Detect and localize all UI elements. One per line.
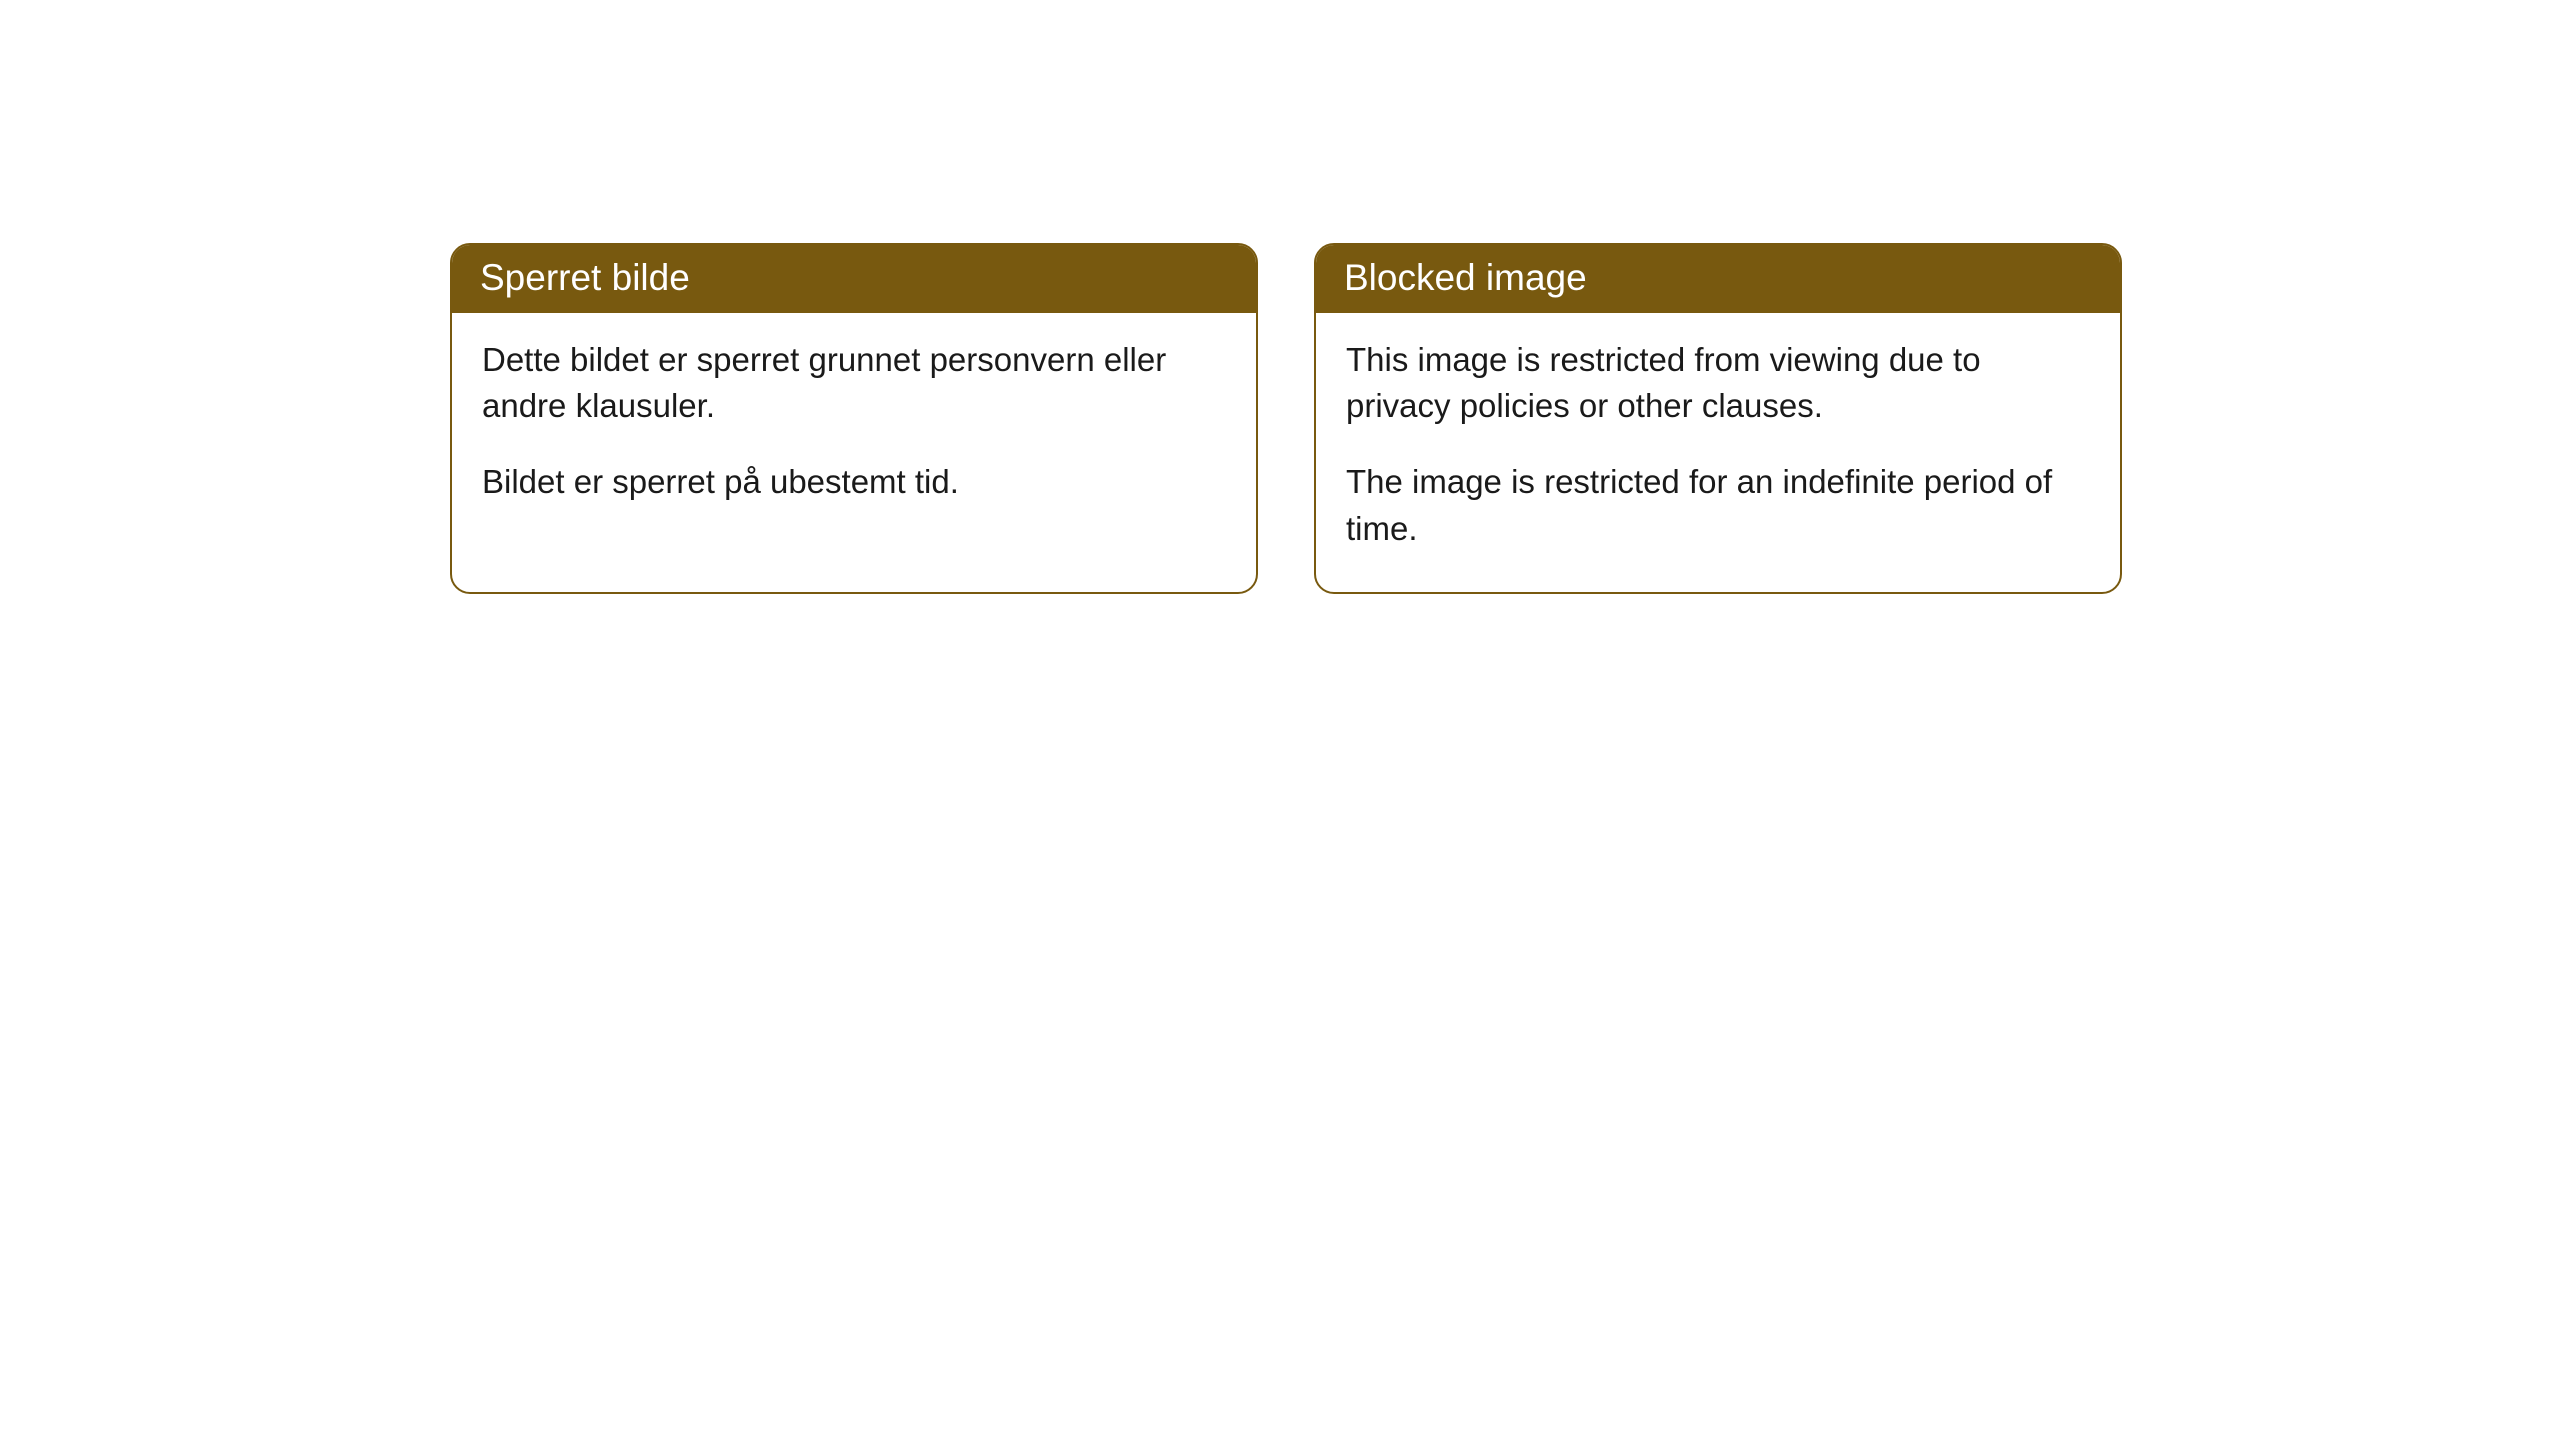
card-body: Dette bildet er sperret grunnet personve…: [452, 313, 1256, 546]
notice-paragraph: The image is restricted for an indefinit…: [1346, 459, 2090, 551]
card-header: Sperret bilde: [452, 245, 1256, 313]
card-header: Blocked image: [1316, 245, 2120, 313]
notice-card-english: Blocked image This image is restricted f…: [1314, 243, 2122, 594]
card-body: This image is restricted from viewing du…: [1316, 313, 2120, 592]
notice-paragraph: Bildet er sperret på ubestemt tid.: [482, 459, 1226, 505]
notice-paragraph: Dette bildet er sperret grunnet personve…: [482, 337, 1226, 429]
notice-container: Sperret bilde Dette bildet er sperret gr…: [0, 0, 2560, 594]
notice-paragraph: This image is restricted from viewing du…: [1346, 337, 2090, 429]
notice-card-norwegian: Sperret bilde Dette bildet er sperret gr…: [450, 243, 1258, 594]
